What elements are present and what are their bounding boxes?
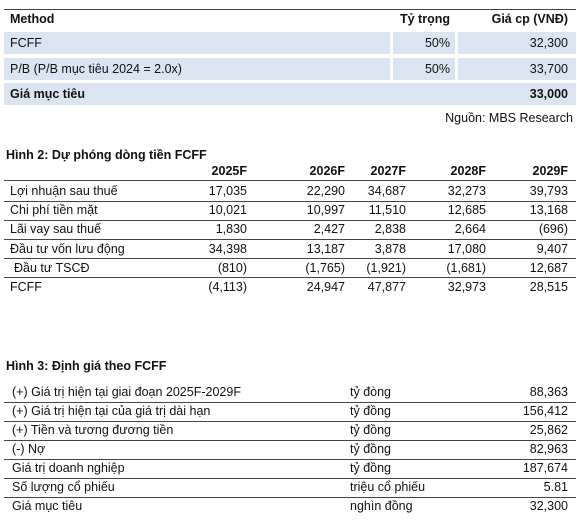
cell-text: 10,997	[306, 203, 345, 218]
cell-text: 34,398	[208, 241, 247, 256]
cell-text: 11,510	[368, 203, 406, 218]
column-header: 2027F	[370, 164, 406, 178]
rule	[4, 238, 576, 240]
cell-text: 34,687	[367, 184, 406, 198]
rule	[4, 219, 576, 221]
rule	[4, 9, 576, 10]
rule	[4, 401, 576, 403]
cell-text: 17,035	[208, 184, 247, 198]
row-bg	[393, 32, 455, 54]
row-label: (+) Giá trị hiện tại giai đoạn 2025F-202…	[12, 385, 241, 399]
row-label: Lợi nhuận sau thuế	[10, 184, 118, 198]
rule	[4, 277, 576, 279]
cell-text: 33,000	[529, 87, 568, 101]
cell-text: 12,685	[447, 203, 486, 218]
cell-text: Giá mục tiêu	[10, 87, 86, 101]
cell-text: 17,080	[447, 241, 486, 256]
unit: triệu cổ phiếu	[350, 480, 426, 494]
cell-text: 9,407	[536, 241, 568, 256]
source: Nguồn: MBS Research	[445, 111, 573, 125]
cell-text: (1,921)	[366, 260, 406, 275]
row-bg	[4, 83, 576, 105]
rule	[4, 200, 576, 202]
cell-text: 88,363	[529, 385, 568, 399]
unit: tỷ đồng	[350, 423, 392, 437]
cell-text: 82,963	[529, 442, 568, 456]
cell-text: 33,700	[529, 62, 568, 76]
row-bg	[458, 58, 576, 80]
row-bg	[4, 32, 390, 54]
unit: nghìn đồng	[350, 499, 413, 513]
rule	[4, 439, 576, 441]
rule	[4, 258, 576, 260]
column-header: 2025F	[211, 164, 247, 178]
row-bg	[4, 58, 390, 80]
cell-text: (810)	[217, 260, 247, 275]
unit: tỷ đồng	[350, 442, 392, 456]
cell-text: 187,674	[522, 461, 568, 475]
rule	[4, 180, 576, 181]
cell-text: (1,681)	[446, 260, 486, 275]
cell-text: 12,687	[529, 260, 568, 275]
rule	[4, 477, 576, 479]
row-label: FCFF	[10, 280, 42, 294]
cell-text: 3,878	[374, 241, 406, 256]
header-cell: Method	[10, 12, 55, 26]
cell-text: 2,838	[374, 222, 406, 237]
cell-text: 32,973	[447, 280, 486, 294]
cell-text: 32,300	[529, 499, 568, 513]
header-cell: Tỷ trọng	[400, 12, 450, 26]
cell-text: 24,947	[306, 280, 345, 294]
row-label: (+) Giá trị hiện tại của giá trị dài hạn	[12, 404, 211, 418]
row-label: Đầu tư vốn lưu động	[10, 241, 125, 256]
column-header: 2026F	[309, 164, 345, 178]
cell-text: 50%	[424, 62, 450, 76]
rule	[4, 458, 576, 460]
row-bg	[458, 32, 576, 54]
unit: tỷ đòng	[350, 385, 392, 399]
rule	[4, 496, 576, 498]
column-header: 2028F	[450, 164, 486, 178]
row-label: Đầu tư TSCĐ	[14, 260, 90, 275]
cell-text: 22,290	[306, 184, 345, 198]
cell-text: 156,412	[522, 404, 568, 418]
row-label: Giá mục tiêu	[12, 499, 83, 513]
unit: tỷ đồng	[350, 461, 392, 475]
rule	[4, 420, 576, 422]
cell-text: 5.81	[543, 480, 568, 494]
row-label: (-) Nợ	[12, 442, 46, 456]
cell-text: 39,793	[529, 184, 568, 198]
cell-text: 13,187	[306, 241, 345, 256]
header-cell: Giá cp (VNĐ)	[491, 12, 568, 26]
column-header: 2029F	[532, 164, 568, 178]
row-bg	[393, 58, 455, 80]
row-label: Số lượng cổ phiếu	[12, 480, 115, 494]
row-label: Lãi vay sau thuế	[10, 222, 102, 237]
cell-text: 50%	[424, 36, 450, 50]
cell-text: 2,664	[454, 222, 486, 237]
unit: tỷ đồng	[350, 404, 392, 418]
figure-title: Hình 2: Dự phóng dòng tiền FCFF	[6, 148, 207, 162]
row-label: Giá trị doanh nghiệp	[12, 461, 125, 475]
cell-text: (1,765)	[305, 260, 345, 275]
cell-text: (4,113)	[208, 280, 247, 294]
cell-text: P/B (P/B mục tiêu 2024 = 2.0x)	[10, 62, 182, 76]
cell-text: (696)	[538, 222, 568, 237]
cell-text: 13,168	[529, 203, 568, 218]
cell-text: 2,427	[313, 222, 345, 237]
cell-text: 10,021	[208, 203, 247, 218]
cell-text: 1,830	[215, 222, 247, 237]
cell-text: 25,862	[529, 423, 568, 437]
cell-text: 32,300	[529, 36, 568, 50]
cell-text: 32,273	[447, 184, 486, 198]
figure-title: Hình 3: Định giá theo FCFF	[6, 359, 167, 373]
cell-text: FCFF	[10, 36, 42, 50]
cell-text: 47,877	[367, 280, 406, 294]
cell-text: 28,515	[529, 280, 568, 294]
row-label: Chi phí tiền mặt	[10, 203, 98, 218]
row-label: (+) Tiền và tương đương tiền	[12, 423, 174, 437]
